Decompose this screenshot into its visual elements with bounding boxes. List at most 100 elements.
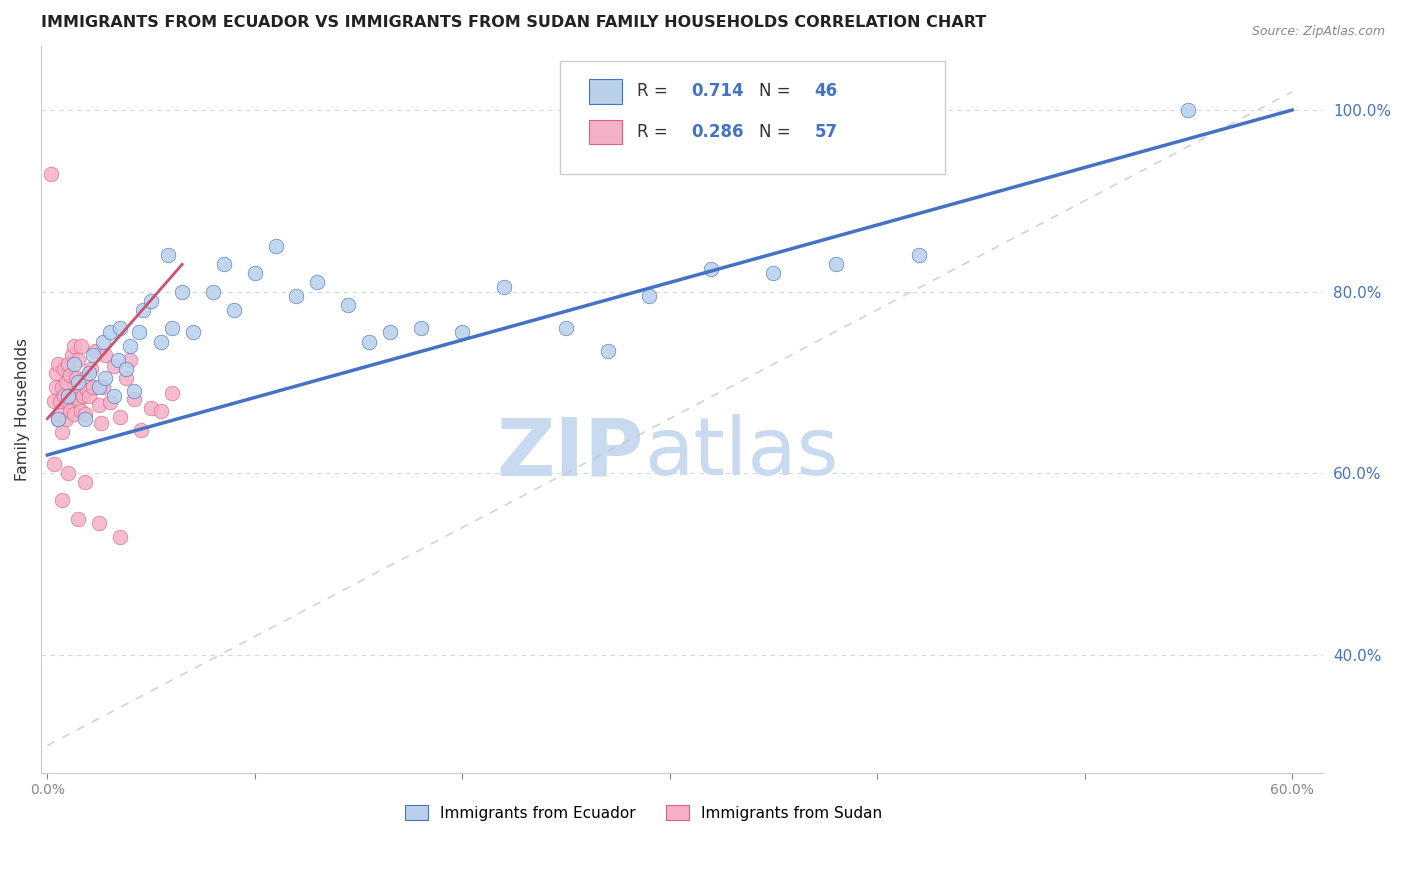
Point: [72, 389, 94, 403]
Point: [285, 289, 308, 303]
Point: [181, 326, 204, 340]
Point: [409, 321, 432, 335]
Text: Source: ZipAtlas.com: Source: ZipAtlas.com: [1251, 25, 1385, 38]
Point: [63, 339, 86, 353]
Text: atlas: atlas: [644, 414, 838, 492]
Point: [98, 326, 121, 340]
Point: [264, 239, 287, 253]
Text: N =: N =: [759, 123, 796, 141]
Point: [42, 393, 65, 408]
Point: [67, 376, 90, 390]
Point: [108, 321, 131, 335]
Point: [89, 380, 111, 394]
Point: [77, 366, 100, 380]
Point: [212, 257, 235, 271]
Point: [94, 371, 117, 385]
Point: [638, 289, 661, 303]
Text: 0.714: 0.714: [692, 82, 744, 101]
FancyBboxPatch shape: [589, 79, 621, 103]
Point: [89, 516, 111, 530]
Point: [107, 352, 129, 367]
Point: [73, 475, 96, 490]
Point: [67, 392, 90, 406]
Point: [56, 389, 79, 403]
Text: R =: R =: [637, 82, 673, 101]
Point: [94, 348, 117, 362]
Point: [84, 343, 107, 358]
Point: [80, 361, 103, 376]
Point: [150, 334, 173, 349]
Point: [103, 389, 125, 403]
Point: [67, 511, 90, 525]
Point: [90, 416, 112, 430]
Point: [305, 276, 328, 290]
Point: [51, 380, 73, 394]
Point: [45, 366, 67, 380]
Point: [103, 359, 125, 373]
Point: [492, 280, 515, 294]
Point: [42, 457, 65, 471]
Point: [222, 302, 245, 317]
Point: [56, 357, 79, 371]
Point: [77, 389, 100, 403]
Point: [172, 285, 194, 299]
Text: R =: R =: [637, 123, 673, 141]
Point: [55, 411, 77, 425]
Point: [555, 321, 578, 335]
Text: 46: 46: [814, 82, 838, 101]
Point: [56, 466, 79, 480]
Point: [139, 401, 162, 415]
FancyBboxPatch shape: [561, 61, 945, 174]
Text: 0.286: 0.286: [692, 123, 744, 141]
Point: [45, 380, 67, 394]
Point: [59, 368, 82, 383]
Point: [124, 384, 146, 399]
Point: [762, 267, 785, 281]
Point: [907, 248, 929, 262]
Point: [89, 398, 111, 412]
Text: ZIP: ZIP: [496, 414, 644, 492]
Point: [65, 389, 87, 403]
Text: IMMIGRANTS FROM ECUADOR VS IMMIGRANTS FROM SUDAN FAMILY HOUSEHOLDS CORRELATION C: IMMIGRANTS FROM ECUADOR VS IMMIGRANTS FR…: [41, 15, 987, 30]
Point: [55, 376, 77, 390]
Point: [51, 493, 73, 508]
Point: [46, 357, 69, 371]
Point: [824, 257, 846, 271]
Point: [243, 267, 266, 281]
Point: [378, 326, 401, 340]
Point: [129, 423, 152, 437]
Point: [73, 407, 96, 421]
Point: [337, 298, 360, 312]
Point: [115, 361, 138, 376]
Point: [93, 334, 115, 349]
Point: [51, 425, 73, 440]
Point: [69, 404, 91, 418]
Point: [451, 326, 474, 340]
Point: [59, 404, 82, 418]
Point: [76, 383, 98, 397]
Point: [82, 348, 104, 362]
Y-axis label: Family Households: Family Households: [15, 338, 30, 481]
Point: [69, 339, 91, 353]
Point: [202, 285, 225, 299]
Point: [156, 248, 179, 262]
Point: [65, 371, 87, 385]
Point: [49, 393, 72, 408]
Point: [56, 393, 79, 408]
Point: [120, 352, 142, 367]
Point: [98, 395, 121, 409]
Point: [46, 411, 69, 425]
Text: 57: 57: [814, 123, 838, 141]
Point: [63, 407, 86, 421]
Point: [52, 361, 75, 376]
Point: [108, 530, 131, 544]
Point: [357, 334, 380, 349]
Point: [41, 167, 63, 181]
Point: [1177, 103, 1199, 117]
Point: [73, 411, 96, 425]
FancyBboxPatch shape: [589, 120, 621, 145]
Legend: Immigrants from Ecuador, Immigrants from Sudan: Immigrants from Ecuador, Immigrants from…: [399, 798, 889, 827]
Point: [124, 392, 146, 406]
Point: [150, 404, 173, 418]
Point: [700, 261, 723, 276]
